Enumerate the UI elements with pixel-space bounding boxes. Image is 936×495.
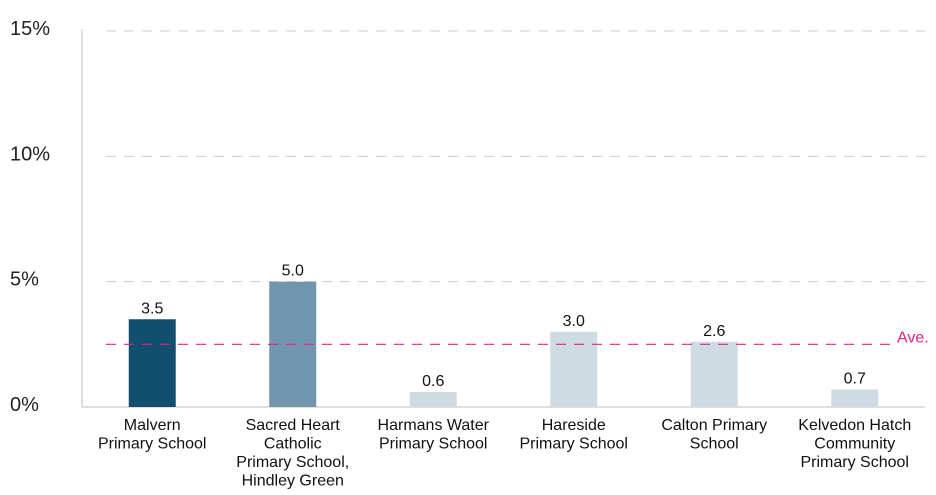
x-tick-label: Hareside Primary School <box>520 417 628 453</box>
x-tick-label: Calton Primary School <box>661 417 767 453</box>
average-label: Ave. <box>897 329 929 346</box>
data-label: 2.6 <box>703 323 725 340</box>
x-tick-label-line: Primary School <box>98 436 206 453</box>
x-tick-label-line: Malvern <box>124 417 181 434</box>
data-label: 5.0 <box>282 263 304 280</box>
bar <box>690 341 738 407</box>
x-tick-label: Harmans Water Primary School <box>378 417 490 453</box>
bar <box>831 389 879 407</box>
x-tick-label-line: Hareside <box>542 417 606 434</box>
y-tick-label: 10% <box>10 143 50 165</box>
x-tick-label-line: Primary School <box>379 436 487 453</box>
x-tick-label: Sacred Heart Catholic Primary School, Hindl… <box>236 417 349 490</box>
data-label: 0.6 <box>422 373 444 390</box>
x-tick-label-line: Harmans Water <box>378 417 490 434</box>
y-tick-label: 15% <box>10 18 50 40</box>
y-tick-label: 0% <box>10 394 39 416</box>
x-tick-label-line: Hindley Green <box>242 473 344 490</box>
y-tick-label: 5% <box>10 269 39 291</box>
data-label: 3.5 <box>141 300 163 317</box>
x-tick-label-line: Sacred Heart <box>246 417 341 434</box>
x-tick-label-line: Community <box>814 436 895 453</box>
x-tick-label-line: Primary School, <box>236 454 349 471</box>
x-tick-label-line: School <box>690 436 739 453</box>
x-tick-label: Kelvedon Hatch Community Primary School <box>798 417 911 471</box>
data-label: 3.0 <box>563 313 585 330</box>
bar <box>409 391 457 407</box>
x-tick-label: Malvern Primary School <box>98 417 206 453</box>
x-tick-label-line: Primary School <box>520 436 628 453</box>
data-label: 0.7 <box>844 370 866 387</box>
x-tick-label-line: Kelvedon Hatch <box>798 417 911 434</box>
x-tick-label-line: Primary School <box>801 454 909 471</box>
bar <box>128 319 176 407</box>
x-tick-label-line: Catholic <box>264 436 322 453</box>
bar <box>550 331 598 407</box>
x-tick-label-line: Calton Primary <box>661 417 767 434</box>
